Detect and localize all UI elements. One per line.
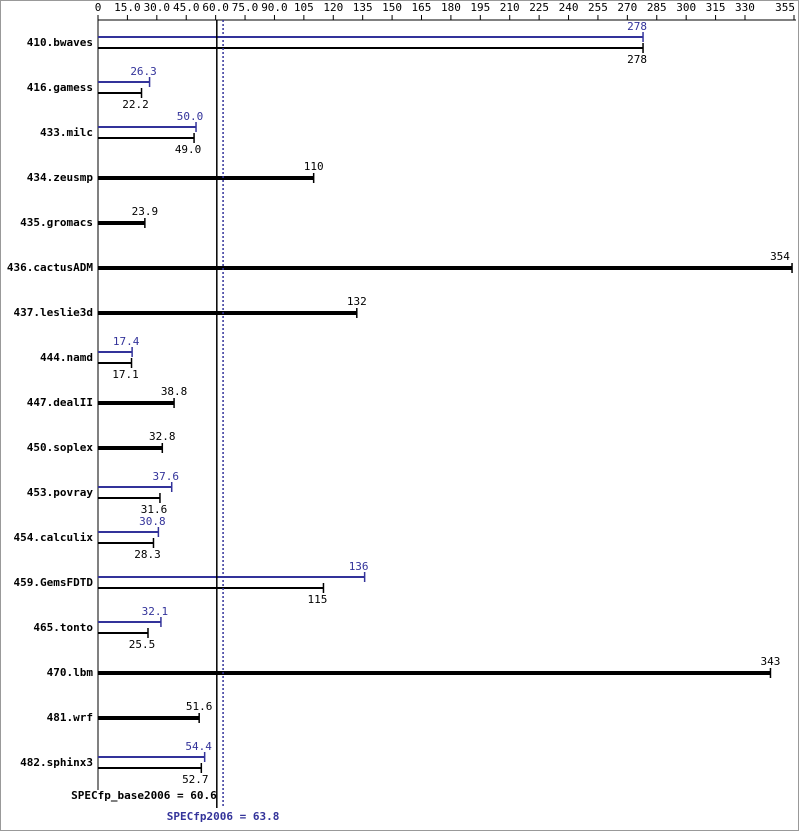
category-label: 410.bwaves	[27, 36, 93, 49]
x-tick-label: 60.0	[202, 1, 229, 14]
value-label: 50.0	[177, 110, 204, 123]
x-tick-label: 355	[775, 1, 795, 14]
category-label: 437.leslie3d	[14, 306, 93, 319]
category-label: 447.dealII	[27, 396, 93, 409]
value-label: 22.2	[122, 98, 149, 111]
value-label: 30.8	[139, 515, 166, 528]
category-label: 470.lbm	[47, 666, 94, 679]
x-tick-label: 330	[735, 1, 755, 14]
value-label: 54.4	[185, 740, 212, 753]
value-label: 49.0	[175, 143, 202, 156]
x-tick-label: 45.0	[173, 1, 200, 14]
category-label: 482.sphinx3	[20, 756, 93, 769]
value-label: 343	[761, 655, 781, 668]
category-label: 453.povray	[27, 486, 94, 499]
x-tick-label: 180	[441, 1, 461, 14]
value-label: 110	[304, 160, 324, 173]
value-label: 115	[308, 593, 328, 606]
value-label: 51.6	[186, 700, 213, 713]
x-tick-label: 240	[559, 1, 579, 14]
value-label: 23.9	[132, 205, 159, 218]
x-tick-label: 270	[617, 1, 637, 14]
value-label: 52.7	[182, 773, 209, 786]
x-tick-label: 0	[95, 1, 102, 14]
value-label: 25.5	[129, 638, 156, 651]
category-label: 434.zeusmp	[27, 171, 94, 184]
x-tick-label: 15.0	[114, 1, 141, 14]
category-label: 436.cactusADM	[7, 261, 93, 274]
category-label: 454.calculix	[14, 531, 94, 544]
category-label: 450.soplex	[27, 441, 94, 454]
x-tick-label: 30.0	[144, 1, 171, 14]
category-label: 416.gamess	[27, 81, 93, 94]
x-tick-label: 105	[294, 1, 314, 14]
x-tick-label: 90.0	[261, 1, 288, 14]
value-label: 26.3	[130, 65, 157, 78]
category-label: 444.namd	[40, 351, 93, 364]
value-label: 132	[347, 295, 367, 308]
category-label: 481.wrf	[47, 711, 93, 724]
x-tick-label: 75.0	[232, 1, 259, 14]
x-tick-label: 300	[676, 1, 696, 14]
value-label: 278	[627, 20, 647, 33]
summary-label: SPECfp2006 = 63.8	[167, 810, 280, 823]
x-tick-label: 165	[412, 1, 432, 14]
value-label: 32.8	[149, 430, 176, 443]
category-label: 465.tonto	[33, 621, 93, 634]
x-tick-label: 150	[382, 1, 402, 14]
value-label: 37.6	[152, 470, 179, 483]
value-label: 136	[349, 560, 369, 573]
value-label: 17.1	[112, 368, 139, 381]
category-label: 435.gromacs	[20, 216, 93, 229]
value-label: 31.6	[141, 503, 168, 516]
x-tick-label: 120	[323, 1, 343, 14]
value-label: 32.1	[142, 605, 169, 618]
summary-label: SPECfp_base2006 = 60.6	[71, 789, 217, 802]
category-label: 433.milc	[40, 126, 93, 139]
x-tick-label: 255	[588, 1, 608, 14]
value-label: 38.8	[161, 385, 188, 398]
x-tick-label: 225	[529, 1, 549, 14]
category-label: 459.GemsFDTD	[14, 576, 94, 589]
x-tick-label: 315	[706, 1, 726, 14]
value-label: 278	[627, 53, 647, 66]
value-label: 17.4	[113, 335, 140, 348]
x-tick-label: 195	[470, 1, 490, 14]
x-tick-label: 135	[353, 1, 373, 14]
x-tick-label: 285	[647, 1, 667, 14]
value-label: 354	[770, 250, 790, 263]
x-tick-label: 210	[500, 1, 520, 14]
value-label: 28.3	[134, 548, 161, 561]
